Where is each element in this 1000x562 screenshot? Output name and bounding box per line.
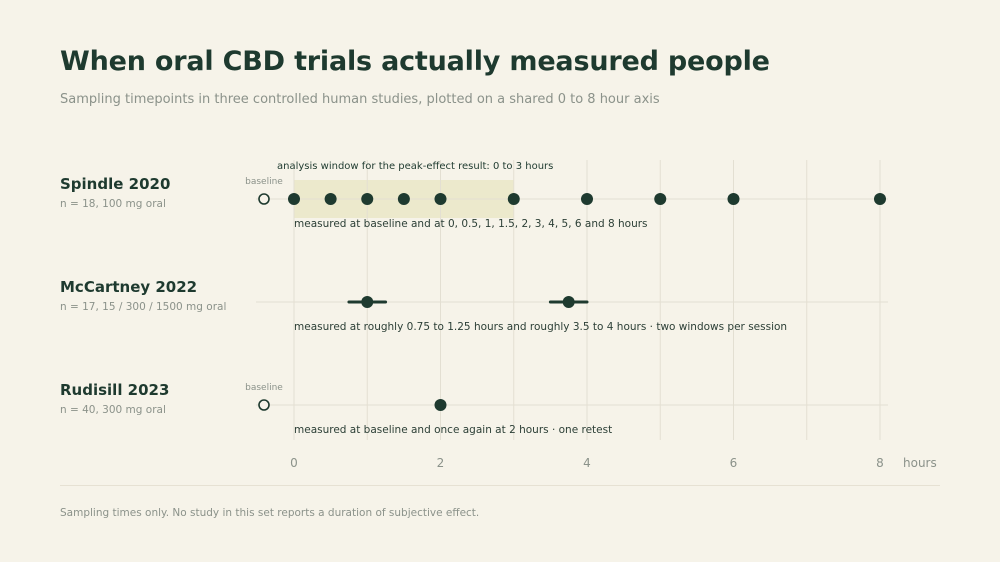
baseline-label: baseline <box>245 177 283 187</box>
sampling-point <box>288 193 300 205</box>
study-name-rudisill: Rudisill 2023 <box>60 381 170 399</box>
sampling-point <box>397 193 410 205</box>
sampling-point <box>874 193 886 205</box>
sampling-point <box>434 399 447 411</box>
analysis-window-label: analysis window for the peak-effect resu… <box>277 161 553 172</box>
measurement-range-point <box>361 296 374 308</box>
sampling-point <box>507 193 520 205</box>
baseline-label: baseline <box>245 383 283 393</box>
page-title: When oral CBD trials actually measured p… <box>60 46 770 77</box>
sampling-point <box>434 193 447 205</box>
study-note: measured at baseline and at 0, 0.5, 1, 1… <box>294 218 648 230</box>
study-meta-mccartney: n = 17, 15 / 300 / 1500 mg oral <box>60 301 227 313</box>
footnote: Sampling times only. No study in this se… <box>60 507 480 519</box>
x-tick-label: 8 <box>876 456 884 470</box>
study-meta-rudisill: n = 40, 300 mg oral <box>60 404 166 416</box>
x-tick-label: 2 <box>437 456 445 470</box>
sampling-point <box>727 193 740 205</box>
study-meta-spindle: n = 18, 100 mg oral <box>60 198 166 210</box>
sampling-point <box>324 193 337 205</box>
baseline-marker <box>258 193 270 205</box>
x-tick-label: 0 <box>290 456 298 470</box>
study-name-spindle: Spindle 2020 <box>60 175 171 193</box>
page-subtitle: Sampling timepoints in three controlled … <box>60 92 660 107</box>
baseline-marker <box>258 399 270 411</box>
sampling-point <box>581 193 593 205</box>
x-tick-label: 6 <box>730 456 738 470</box>
sampling-point <box>654 193 667 205</box>
study-note: measured at roughly 0.75 to 1.25 hours a… <box>294 321 787 333</box>
x-tick-label: 4 <box>583 456 591 470</box>
x-axis-label: hours <box>903 456 937 470</box>
study-note: measured at baseline and once again at 2… <box>294 424 612 436</box>
measurement-range-point <box>562 296 575 308</box>
sampling-point <box>361 193 374 205</box>
study-name-mccartney: McCartney 2022 <box>60 278 198 296</box>
footer-divider <box>60 485 940 486</box>
